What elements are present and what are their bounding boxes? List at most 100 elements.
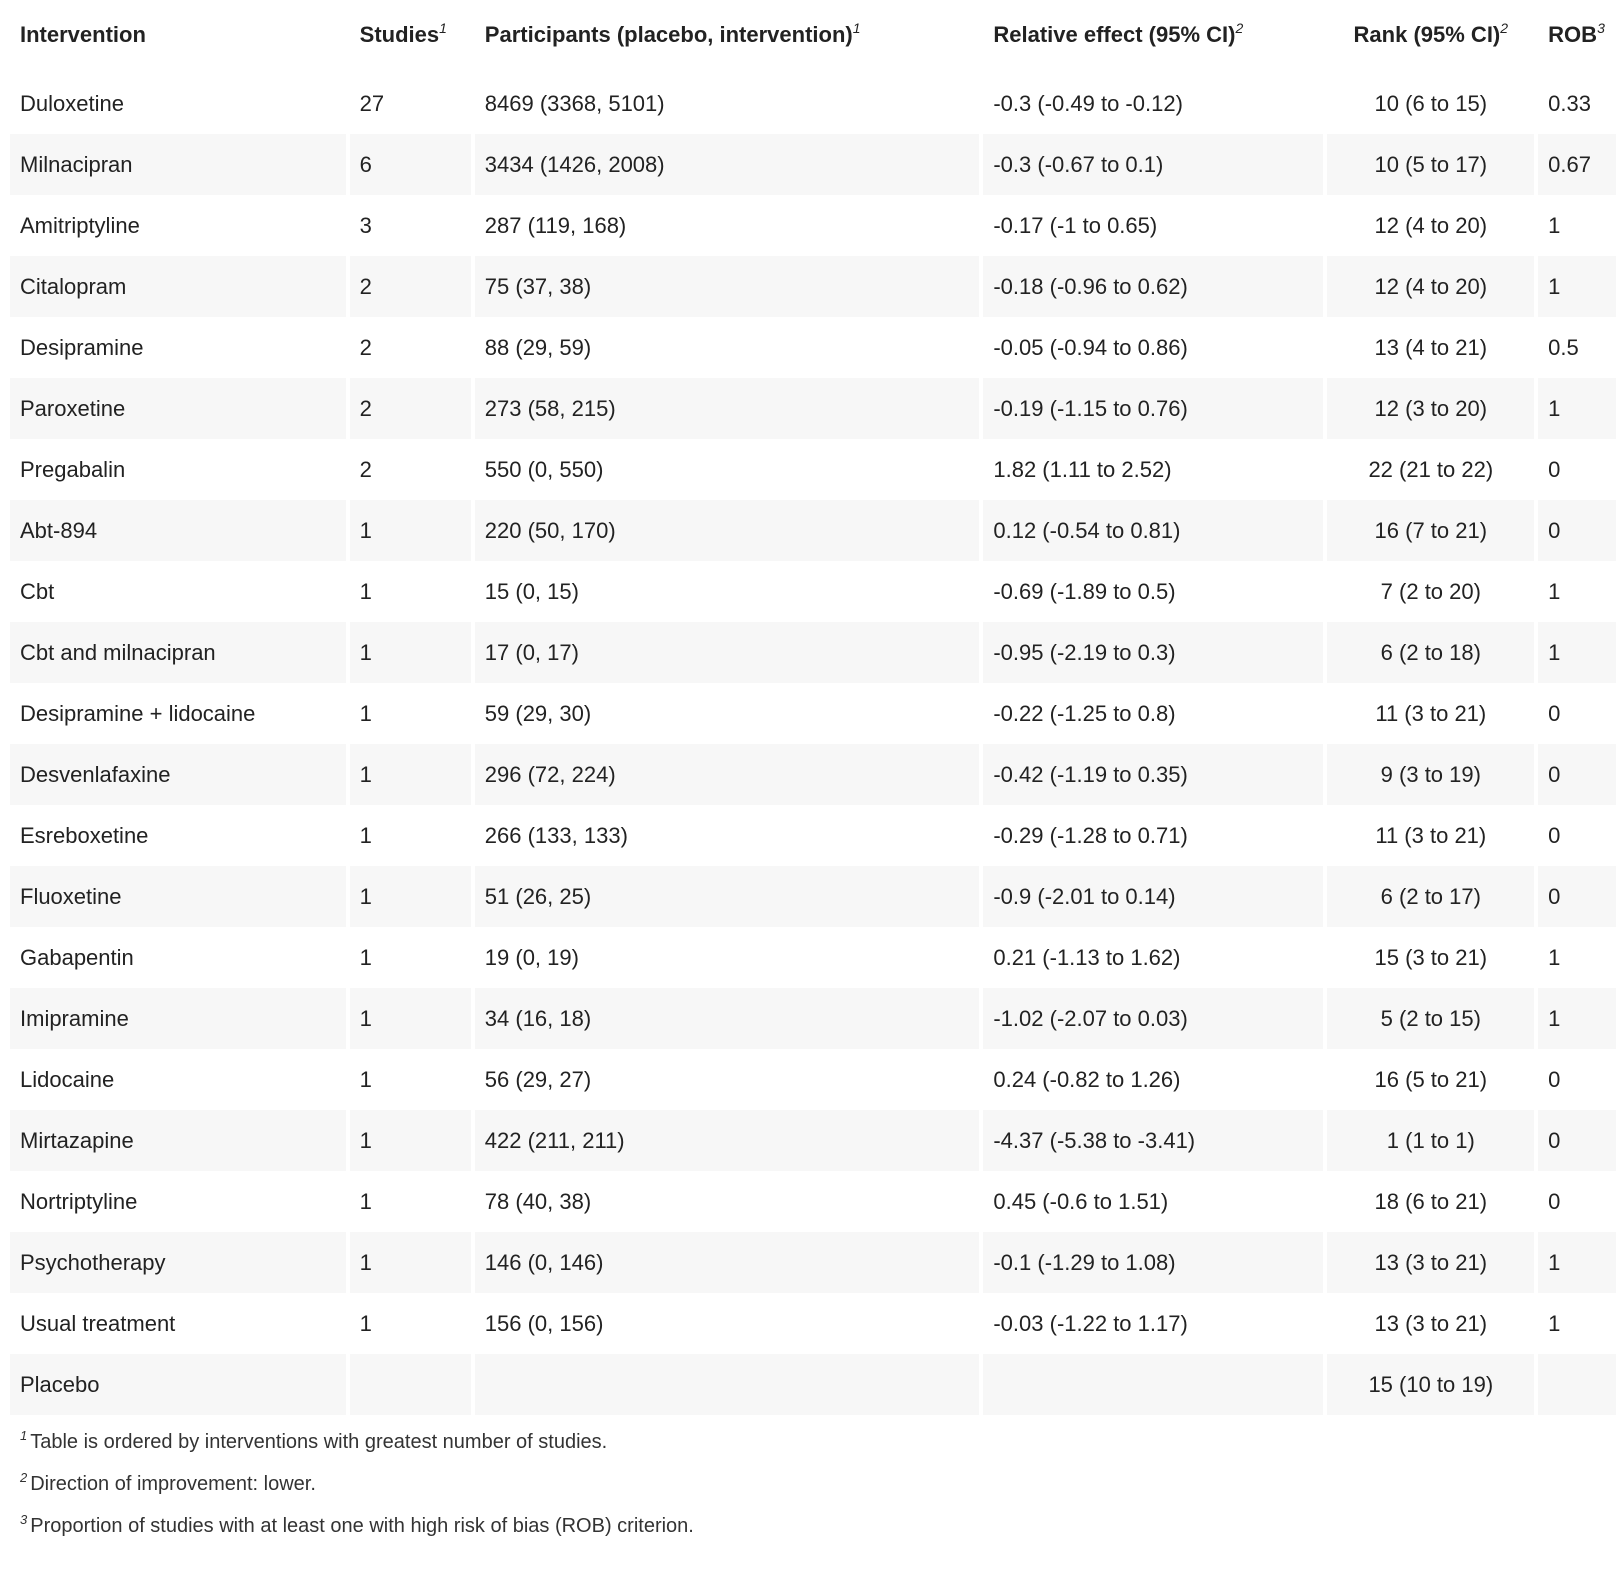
cell-participants: 8469 (3368, 5101) xyxy=(484,90,665,116)
footnote-mark: 1 xyxy=(20,1428,28,1443)
cell-rob xyxy=(1538,1354,1616,1415)
footnote-ref: 2 xyxy=(1235,20,1244,36)
footnote-text: Direction of improvement: lower. xyxy=(30,1473,316,1495)
cell-participants: 422 (211, 211) xyxy=(474,1110,980,1171)
cell-participants: 17 (0, 17) xyxy=(474,622,980,683)
cell-participants: 88 (29, 59) xyxy=(484,334,592,360)
table-row: Paroxetine 2 273 (58, 215) -0.19 (-1.15 to … xyxy=(10,378,1616,439)
cell-participants: 75 (37, 38) xyxy=(474,256,980,317)
cell-intervention: Pregabalin xyxy=(20,456,126,482)
cell-studies: 1 xyxy=(359,1066,372,1092)
footnote: 3 Proportion of studies with at least one… xyxy=(20,1505,1600,1547)
footnote-ref: 1 xyxy=(852,20,861,36)
cell-participants: 296 (72, 224) xyxy=(474,744,980,805)
header-relative-effect: Relative effect (95% CI)2 xyxy=(993,20,1244,47)
cell-relative-effect: 1.82 (1.11 to 2.52) xyxy=(993,456,1172,482)
cell-participants: 34 (16, 18) xyxy=(474,988,980,1049)
network-meta-analysis-table: Intervention Studies1 Participants (plac… xyxy=(6,10,1620,1415)
cell-studies: 2 xyxy=(359,456,372,482)
cell-rank: 13 (4 to 21) xyxy=(1374,334,1488,360)
cell-relative-effect: -0.18 (-0.96 to 0.62) xyxy=(983,256,1324,317)
header-studies: Studies1 xyxy=(359,20,447,47)
cell-relative-effect: -0.22 (-1.25 to 0.8) xyxy=(993,700,1176,726)
table-row: Fluoxetine 1 51 (26, 25) -0.9 (-2.01 to 0.1… xyxy=(10,866,1616,927)
cell-rob: 0.67 xyxy=(1538,134,1616,195)
cell-studies: 27 xyxy=(359,90,385,116)
cell-relative-effect: 0.12 (-0.54 to 0.81) xyxy=(983,500,1324,561)
cell-rank: 7 (2 to 20) xyxy=(1380,578,1481,604)
table-row: Psychotherapy 1 146 (0, 146) -0.1 (-1.29 to… xyxy=(10,1232,1616,1293)
cell-rob: 0.5 xyxy=(1548,334,1579,360)
cell-studies: 1 xyxy=(359,700,372,726)
cell-studies: 2 xyxy=(349,256,471,317)
cell-studies: 2 xyxy=(359,334,372,360)
cell-intervention: Abt-894 xyxy=(10,500,346,561)
cell-participants: 550 (0, 550) xyxy=(484,456,604,482)
footnote-text: Proportion of studies with at least one … xyxy=(30,1515,694,1537)
footnote-mark: 2 xyxy=(20,1470,28,1485)
cell-intervention: Cbt and milnacipran xyxy=(10,622,346,683)
cell-rank: 16 (7 to 21) xyxy=(1327,500,1535,561)
footnote: 1 Table is ordered by interventions with … xyxy=(20,1421,1600,1463)
footnote-ref: 3 xyxy=(1597,20,1605,36)
cell-intervention: Imipramine xyxy=(10,988,346,1049)
cell-rob: 1 xyxy=(1538,378,1616,439)
cell-relative-effect: -0.3 (-0.67 to 0.1) xyxy=(983,134,1324,195)
cell-relative-effect: 0.21 (-1.13 to 1.62) xyxy=(993,944,1181,970)
cell-participants: 273 (58, 215) xyxy=(474,378,980,439)
table-row: Usual treatment 1 156 (0, 156) -0.03 (-1.22… xyxy=(10,1293,1616,1354)
table-row: Mirtazapine 1 422 (211, 211) -4.37 (-5.38 t… xyxy=(10,1110,1616,1171)
cell-intervention: Cbt xyxy=(20,578,55,604)
cell-studies: 1 xyxy=(349,500,471,561)
cell-relative-effect: 0.24 (-0.82 to 1.26) xyxy=(993,1066,1181,1092)
footnote-text: Table is ordered by interventions with g… xyxy=(30,1431,608,1453)
cell-rank: 11 (3 to 21) xyxy=(1375,822,1487,848)
cell-rank: 16 (5 to 21) xyxy=(1374,1066,1488,1092)
table-row: Esreboxetine 1 266 (133, 133) -0.29 (-1.28 … xyxy=(10,805,1616,866)
table-row: Desipramine + lidocaine 1 59 (29, 30) -0.22… xyxy=(10,683,1616,744)
cell-rank: 6 (2 to 18) xyxy=(1327,622,1535,683)
footnote-ref: 1 xyxy=(439,20,447,36)
table-row: Amitriptyline 3 287 (119, 168) -0.17 (-1 to… xyxy=(10,195,1616,256)
table-row: Cbt 1 15 (0, 15) -0.69 (-1.89 to 0.5) 7 (2 t… xyxy=(10,561,1616,622)
cell-relative-effect: -0.17 (-1 to 0.65) xyxy=(993,212,1158,238)
cell-relative-effect xyxy=(983,1354,1324,1415)
cell-intervention: Fluoxetine xyxy=(10,866,346,927)
footnote-ref: 2 xyxy=(1500,20,1509,36)
cell-rank: 5 (2 to 15) xyxy=(1327,988,1535,1049)
cell-intervention: Usual treatment xyxy=(20,1310,176,1336)
cell-relative-effect: -0.1 (-1.29 to 1.08) xyxy=(983,1232,1324,1293)
cell-participants: 220 (50, 170) xyxy=(474,500,980,561)
cell-relative-effect: -4.37 (-5.38 to -3.41) xyxy=(983,1110,1324,1171)
table-row: Pregabalin 2 550 (0, 550) 1.82 (1.11 to 2.5… xyxy=(10,439,1616,500)
cell-rank: 18 (6 to 21) xyxy=(1374,1188,1488,1214)
cell-relative-effect: -0.29 (-1.28 to 0.71) xyxy=(993,822,1188,848)
cell-rank: 15 (10 to 19) xyxy=(1327,1354,1535,1415)
cell-rank: 10 (5 to 17) xyxy=(1327,134,1535,195)
cell-intervention: Nortriptyline xyxy=(20,1188,138,1214)
cell-rob: 0 xyxy=(1548,700,1561,726)
cell-rob: 1 xyxy=(1538,988,1616,1049)
cell-rob: 0 xyxy=(1538,500,1616,561)
cell-studies: 1 xyxy=(349,1232,471,1293)
cell-rob: 0.33 xyxy=(1548,90,1591,116)
cell-rob: 0 xyxy=(1548,822,1561,848)
cell-intervention: Desipramine xyxy=(20,334,144,360)
cell-relative-effect: 0.45 (-0.6 to 1.51) xyxy=(993,1188,1169,1214)
cell-participants: 146 (0, 146) xyxy=(474,1232,980,1293)
cell-participants: 19 (0, 19) xyxy=(484,944,579,970)
cell-rank: 6 (2 to 17) xyxy=(1327,866,1535,927)
cell-rank: 12 (3 to 20) xyxy=(1327,378,1535,439)
cell-studies: 1 xyxy=(359,822,372,848)
cell-studies: 1 xyxy=(359,1188,372,1214)
cell-rob: 1 xyxy=(1548,944,1561,970)
cell-studies: 1 xyxy=(349,744,471,805)
cell-relative-effect: -0.95 (-2.19 to 0.3) xyxy=(983,622,1324,683)
table-row: Imipramine 1 34 (16, 18) -1.02 (-2.07 to 0.… xyxy=(10,988,1616,1049)
cell-intervention: Desipramine + lidocaine xyxy=(20,700,256,726)
cell-studies: 3 xyxy=(359,212,372,238)
cell-rob: 1 xyxy=(1538,256,1616,317)
cell-intervention: Desvenlafaxine xyxy=(10,744,346,805)
footnote: 2 Direction of improvement: lower. xyxy=(20,1463,1600,1505)
header-rob: ROB3 xyxy=(1548,20,1605,47)
